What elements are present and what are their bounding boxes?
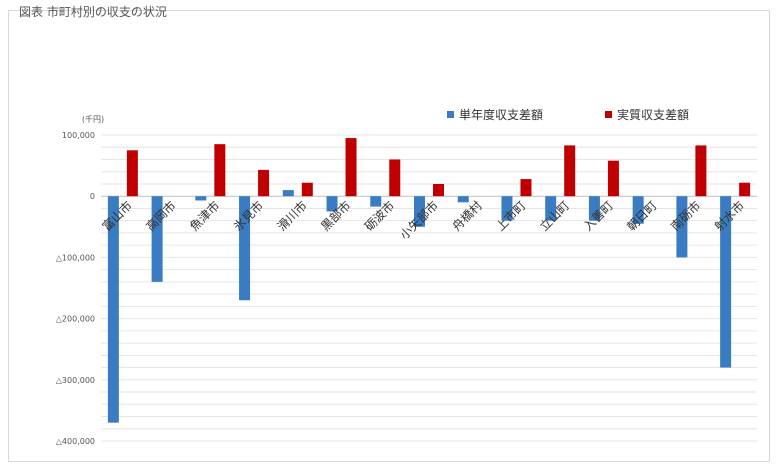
- bar-actual-4: [301, 182, 313, 197]
- y-tick-label: △100,000: [56, 253, 95, 262]
- y-tick-label: △200,000: [56, 315, 95, 324]
- gridlines: [101, 134, 757, 442]
- y-tick-label: 100,000: [62, 131, 95, 140]
- bar-single-year-10: [545, 196, 557, 221]
- bar-single-year-0: [107, 196, 119, 423]
- bar-actual-7: [433, 183, 444, 197]
- bar-actual-11: [607, 160, 619, 197]
- bar-single-year-6: [370, 196, 382, 207]
- bar-actual-0: [126, 150, 138, 197]
- bar-actual-2: [214, 144, 226, 197]
- category-label: 魚津市: [186, 198, 222, 234]
- bar-single-year-3: [239, 196, 251, 301]
- chart-heading: 図表 市町村別の収支の状況: [19, 5, 167, 19]
- bar-actual-6: [389, 159, 401, 197]
- legend-label: 実質収支差額: [617, 107, 689, 122]
- y-tick-label: △400,000: [56, 437, 95, 446]
- bar-chart: 100,000 0 △100,000 △200,000 △300,000 △400,000…: [56, 107, 757, 446]
- bar-actual-5: [345, 138, 357, 197]
- chart-frame: 図表 市町村別の収支の状況 100,000 0 △100,000 △200,000 △3…: [8, 5, 770, 462]
- bar-single-year-9: [501, 196, 513, 221]
- bars: [107, 138, 751, 423]
- legend-swatch: [447, 111, 454, 118]
- y-axis: 100,000 0 △100,000 △200,000 △300,000 △400,000…: [56, 114, 104, 446]
- category-label: 舟橋村: [449, 198, 484, 233]
- bar-single-year-4: [282, 190, 294, 197]
- bar-single-year-12: [632, 196, 644, 224]
- bar-single-year-1: [151, 196, 163, 282]
- bar-single-year-8: [457, 196, 469, 203]
- y-tick-label: △300,000: [56, 376, 95, 385]
- legend-swatch: [605, 111, 612, 118]
- legend-label: 単年度収支差額: [459, 107, 543, 122]
- bar-actual-10: [564, 145, 576, 197]
- bar-actual-3: [258, 169, 270, 197]
- y-unit-label: (千円): [82, 114, 104, 124]
- bar-single-year-2: [195, 196, 207, 201]
- bar-actual-13: [695, 145, 707, 197]
- bar-actual-9: [520, 179, 532, 197]
- bar-actual-14: [739, 182, 751, 197]
- bar-single-year-5: [326, 196, 338, 212]
- y-tick-label: 0: [90, 192, 95, 201]
- bar-single-year-13: [676, 196, 688, 258]
- legend: 単年度収支差額 実質収支差額: [447, 107, 689, 122]
- bar-single-year-14: [720, 196, 732, 368]
- bar-single-year-7: [414, 196, 425, 227]
- bar-single-year-11: [588, 196, 600, 221]
- category-label: 滑川市: [274, 198, 310, 234]
